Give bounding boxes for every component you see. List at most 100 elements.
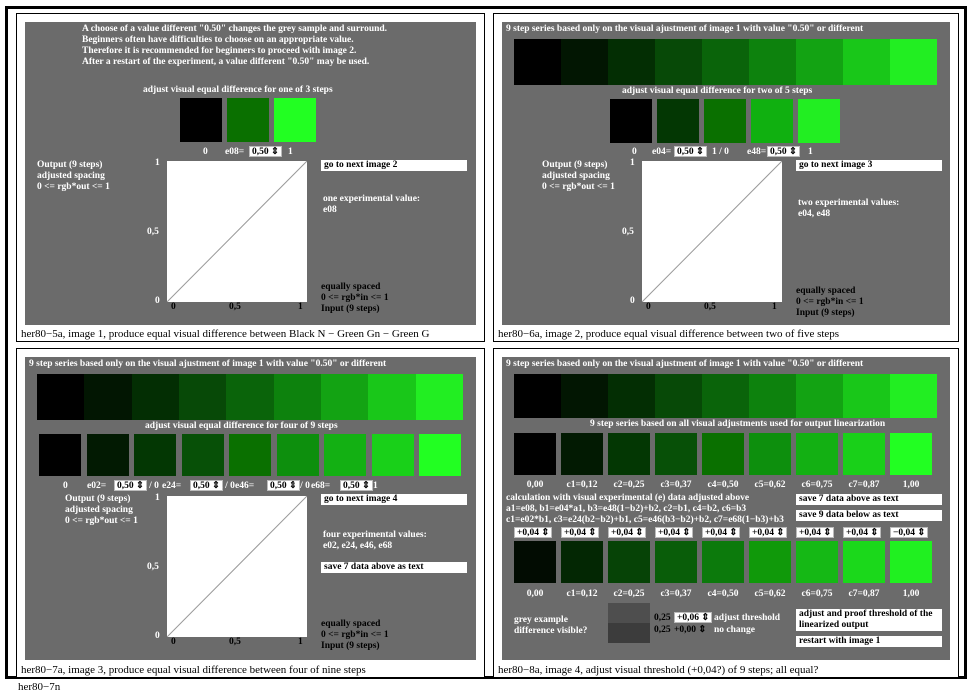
e48-value: 0,50	[770, 147, 787, 157]
label-0: 0	[632, 147, 637, 157]
next-image-4-button[interactable]: go to next image 4	[321, 494, 467, 505]
row-2-labels: 0,00 c1=0,12 c2=0,25 c3=0,37 c4=0,50 c5=0,62 c…	[514, 589, 938, 601]
save-9-data-button[interactable]: save 9 data below as text	[796, 510, 942, 521]
range-in-label: 0 <= rgb*in <= 1	[321, 293, 389, 303]
threshold-value: +0,06	[677, 613, 700, 623]
strip-step-8	[415, 374, 463, 420]
caption-image-1: her80−5a, image 1, produce equal visual …	[21, 328, 430, 340]
step-label-3: 1 / 0	[142, 481, 159, 491]
strip-step-5	[273, 374, 321, 420]
strip-title: 9 step series based only on the visual a…	[506, 24, 864, 34]
x-tick-05: 0,5	[229, 637, 241, 647]
x-tick-1: 1	[298, 302, 303, 312]
y-tick-0: 0	[155, 296, 160, 306]
strip-step-3	[655, 374, 702, 418]
x-tick-1: 1	[298, 637, 303, 647]
step-spinner-0[interactable]: +0,04 ⇕	[514, 527, 553, 538]
threshold-spinner[interactable]: +0,06 ⇕	[674, 612, 713, 623]
spacing-label: adjusted spacing	[37, 171, 105, 181]
caption-image-4: her80−8a, image 4, adjust visual thresho…	[498, 664, 819, 676]
range-out-label: 0 <= rgb*out <= 1	[65, 516, 138, 526]
row2-label-8: 1,00	[902, 589, 920, 599]
row1-swatch-5	[749, 433, 791, 475]
strip-step-3	[178, 374, 227, 420]
row1-label-8: 1,00	[902, 480, 920, 490]
swatch-1	[657, 99, 699, 143]
output-label: Output (9 steps)	[65, 494, 131, 504]
swatch-7	[371, 434, 414, 476]
e04-value-spinner[interactable]: 0,50 ⇕	[674, 146, 707, 157]
step-spinner-8[interactable]: −0,04 ⇕	[890, 527, 929, 538]
row2-swatch-0	[514, 541, 556, 583]
row1-label-0: 0,00	[526, 480, 544, 490]
panel-image-2: 9 step series based only on the visual a…	[493, 13, 959, 342]
row2-swatch-6	[796, 541, 838, 583]
strip-step-8	[890, 39, 937, 85]
e08-value-spinner[interactable]: 0,50 ⇕	[249, 146, 282, 157]
value-spinner-11[interactable]: 0,50 ⇕	[340, 480, 373, 491]
output-input-plot	[167, 496, 307, 637]
step-label-1: e02=	[87, 481, 107, 491]
row1-swatch-2	[608, 433, 650, 475]
row2-label-5: c5=0,62	[754, 589, 786, 599]
label-e48: e48=	[747, 147, 767, 157]
save-7-data-button[interactable]: save 7 data above as text	[796, 494, 942, 505]
strip-step-7	[843, 374, 890, 418]
next-image-2-button[interactable]: go to next image 2	[321, 160, 467, 171]
y-tick-1: 1	[630, 158, 635, 168]
exp-value-heading: one experimental value:	[323, 194, 421, 204]
equally-spaced-label: equally spaced	[321, 619, 381, 629]
row2-swatch-5	[749, 541, 791, 583]
step-spinner-3[interactable]: +0,04 ⇕	[655, 527, 694, 538]
step-label-10: e68=	[311, 481, 331, 491]
value-spinner-2[interactable]: 0,50 ⇕	[114, 480, 147, 491]
y-tick-05: 0,5	[622, 227, 634, 237]
row2-label-6: c6=0,75	[801, 589, 833, 599]
input-label: Input (9 steps)	[321, 641, 380, 651]
panel-image-3: 9 step series based only on the visual a…	[16, 348, 485, 678]
row2-swatch-7	[843, 541, 885, 583]
step-spinner-1[interactable]: +0,04 ⇕	[561, 527, 600, 538]
value-spinner-5[interactable]: 0,50 ⇕	[190, 480, 223, 491]
row1-swatch-8	[890, 433, 932, 475]
spacing-label: adjusted spacing	[542, 171, 610, 181]
value-spinner-8[interactable]: 0,50 ⇕	[267, 480, 300, 491]
exp-value-heading: two experimental values:	[798, 198, 900, 208]
e48-value-spinner[interactable]: 0,50 ⇕	[767, 146, 800, 157]
y-tick-1: 1	[155, 493, 160, 503]
intro-line-4: After a restart of the experiment, a val…	[82, 57, 370, 67]
next-image-3-button[interactable]: go to next image 3	[796, 160, 942, 171]
strip-step-6	[796, 39, 843, 85]
step-spinner-2[interactable]: +0,04 ⇕	[608, 527, 647, 538]
strip-step-4	[702, 374, 749, 418]
row1-label-1: c1=0,12	[566, 480, 598, 490]
step-spinner-6[interactable]: +0,04 ⇕	[796, 527, 835, 538]
exp-value-names: e04, e48	[798, 209, 831, 219]
label-0: 0	[203, 147, 208, 157]
step-spinner-5[interactable]: +0,04 ⇕	[749, 527, 788, 538]
range-out-label: 0 <= rgb*out <= 1	[37, 182, 110, 192]
adjust-proof-threshold-button[interactable]: adjust and proof threshold of the linear…	[796, 609, 942, 631]
swatch-0	[39, 434, 81, 476]
y-tick-0: 0	[630, 296, 635, 306]
no-change-label: no change	[714, 625, 755, 635]
strip-step-0	[37, 374, 85, 420]
strip-step-6	[796, 374, 843, 418]
save-7-data-button[interactable]: save 7 data above as text	[321, 562, 467, 573]
row2-swatch-1	[561, 541, 603, 583]
grey-surround: 9 step series based only on the visual a…	[25, 357, 476, 660]
threshold-step-spinners: +0,04 ⇕ +0,04 ⇕ +0,04 ⇕ +0,04 ⇕ +0,04 ⇕ +0,04…	[514, 527, 938, 539]
nine-step-strip	[37, 374, 463, 420]
swatch-4	[798, 99, 840, 143]
equally-spaced-label: equally spaced	[796, 286, 856, 296]
row2-label-1: c1=0,12	[566, 589, 598, 599]
caption-image-2: her80−6a, image 2, produce equal visual …	[498, 328, 840, 340]
step-spinner-7[interactable]: +0,04 ⇕	[843, 527, 882, 538]
restart-button[interactable]: restart with image 1	[796, 636, 942, 647]
step-spinner-4[interactable]: +0,04 ⇕	[702, 527, 741, 538]
step-label-6: 1 / 0	[218, 481, 235, 491]
nine-step-strip	[514, 374, 937, 418]
intro-line-3: Therefore it is recommended for beginner…	[82, 46, 357, 56]
row2-label-3: c3=0,37	[660, 589, 692, 599]
strip-step-4	[702, 39, 749, 85]
